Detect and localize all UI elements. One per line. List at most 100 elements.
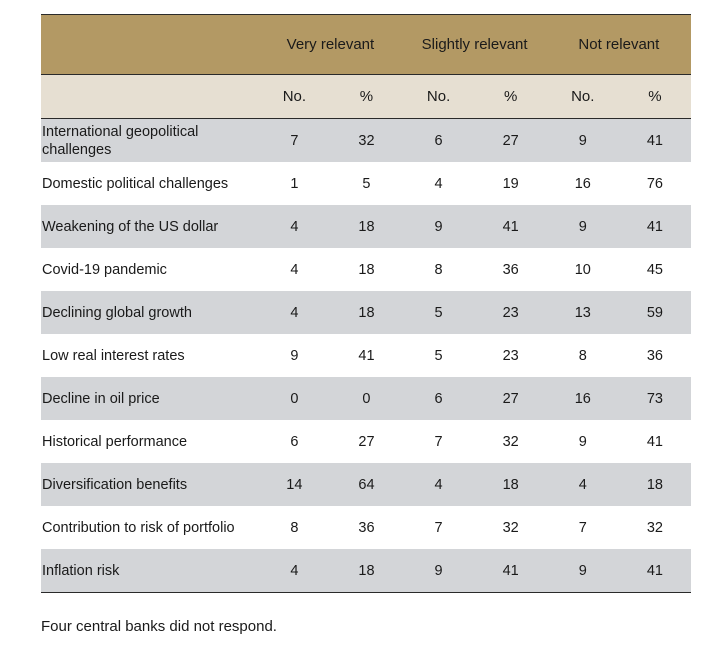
count-cell: 4 (402, 162, 475, 205)
percent-cell: 27 (474, 377, 547, 420)
percent-cell: 19 (474, 162, 547, 205)
row-label: Decline in oil price (41, 377, 259, 420)
count-cell: 13 (546, 291, 619, 334)
percent-cell: 18 (618, 463, 691, 506)
count-cell: 4 (258, 549, 331, 593)
sub-header-no: No. (402, 74, 475, 119)
percent-cell: 36 (330, 506, 403, 549)
count-cell: 16 (546, 377, 619, 420)
count-cell: 4 (402, 463, 475, 506)
percent-cell: 64 (330, 463, 403, 506)
count-cell: 0 (258, 377, 331, 420)
table-body: International geopolitical challenges 7 32… (41, 118, 691, 593)
table-row: Declining global growth 4 18 5 23 13 59 (41, 291, 691, 334)
percent-cell: 32 (474, 420, 547, 463)
row-label: Domestic political challenges (41, 162, 259, 205)
percent-cell: 73 (618, 377, 691, 420)
row-label: International geopolitical challenges (41, 118, 259, 162)
table-row: Decline in oil price 0 0 6 27 16 73 (41, 377, 691, 420)
percent-cell: 23 (474, 291, 547, 334)
table-row: Weakening of the US dollar 4 18 9 41 9 41 (41, 205, 691, 248)
count-cell: 6 (402, 377, 475, 420)
percent-cell: 32 (618, 506, 691, 549)
count-cell: 7 (258, 118, 331, 162)
count-cell: 5 (402, 291, 475, 334)
count-cell: 5 (402, 334, 475, 377)
count-cell: 4 (258, 291, 331, 334)
percent-cell: 23 (474, 334, 547, 377)
count-cell: 4 (258, 205, 331, 248)
count-cell: 8 (402, 248, 475, 291)
percent-cell: 41 (618, 205, 691, 248)
row-label: Historical performance (41, 420, 259, 463)
table-row: Covid-19 pandemic 4 18 8 36 10 45 (41, 248, 691, 291)
percent-cell: 18 (474, 463, 547, 506)
percent-cell: 18 (330, 549, 403, 593)
relevance-table: Very relevant Slightly relevant Not rele… (41, 14, 691, 593)
percent-cell: 45 (618, 248, 691, 291)
table-row: International geopolitical challenges 7 32… (41, 118, 691, 162)
percent-cell: 18 (330, 291, 403, 334)
count-cell: 4 (546, 463, 619, 506)
count-cell: 8 (258, 506, 331, 549)
percent-cell: 5 (330, 162, 403, 205)
row-label: Declining global growth (41, 291, 259, 334)
count-cell: 9 (546, 118, 619, 162)
count-cell: 9 (402, 205, 475, 248)
row-label: Low real interest rates (41, 334, 259, 377)
group-header-very-relevant: Very relevant (258, 14, 403, 75)
count-cell: 9 (546, 549, 619, 593)
percent-cell: 41 (618, 420, 691, 463)
group-header-row: Very relevant Slightly relevant Not rele… (41, 14, 691, 75)
percent-cell: 36 (618, 334, 691, 377)
percent-cell: 59 (618, 291, 691, 334)
percent-cell: 32 (330, 118, 403, 162)
group-header-not-relevant: Not relevant (546, 14, 691, 75)
group-header-blank (41, 14, 259, 75)
sub-header-no: No. (258, 74, 331, 119)
percent-cell: 41 (474, 205, 547, 248)
row-label: Diversification benefits (41, 463, 259, 506)
count-cell: 6 (258, 420, 331, 463)
count-cell: 9 (258, 334, 331, 377)
table-row: Domestic political challenges 1 5 4 19 16 76 (41, 162, 691, 205)
count-cell: 10 (546, 248, 619, 291)
percent-cell: 36 (474, 248, 547, 291)
sub-header-pct: % (330, 74, 403, 119)
table-row: Contribution to risk of portfolio 8 36 7 32 7… (41, 506, 691, 549)
sub-header-pct: % (474, 74, 547, 119)
percent-cell: 18 (330, 205, 403, 248)
count-cell: 9 (402, 549, 475, 593)
sub-header-no: No. (546, 74, 619, 119)
count-cell: 8 (546, 334, 619, 377)
percent-cell: 0 (330, 377, 403, 420)
row-label: Covid-19 pandemic (41, 248, 259, 291)
row-label: Inflation risk (41, 549, 259, 593)
table-row: Inflation risk 4 18 9 41 9 41 (41, 549, 691, 593)
group-header-slightly-relevant: Slightly relevant (402, 14, 547, 75)
table-row: Diversification benefits 14 64 4 18 4 18 (41, 463, 691, 506)
percent-cell: 76 (618, 162, 691, 205)
count-cell: 16 (546, 162, 619, 205)
count-cell: 6 (402, 118, 475, 162)
percent-cell: 41 (618, 118, 691, 162)
count-cell: 14 (258, 463, 331, 506)
percent-cell: 41 (618, 549, 691, 593)
table-row: Historical performance 6 27 7 32 9 41 (41, 420, 691, 463)
count-cell: 4 (258, 248, 331, 291)
percent-cell: 27 (330, 420, 403, 463)
row-label: Contribution to risk of portfolio (41, 506, 259, 549)
percent-cell: 41 (330, 334, 403, 377)
count-cell: 7 (402, 420, 475, 463)
count-cell: 7 (402, 506, 475, 549)
sub-header-pct: % (618, 74, 691, 119)
percent-cell: 18 (330, 248, 403, 291)
footnote: Four central banks did not respond. (41, 618, 277, 635)
table-row: Low real interest rates 9 41 5 23 8 36 (41, 334, 691, 377)
sub-header-row: No. % No. % No. % (41, 74, 691, 119)
count-cell: 9 (546, 205, 619, 248)
sub-header-blank (41, 74, 259, 119)
percent-cell: 41 (474, 549, 547, 593)
row-label: Weakening of the US dollar (41, 205, 259, 248)
count-cell: 7 (546, 506, 619, 549)
